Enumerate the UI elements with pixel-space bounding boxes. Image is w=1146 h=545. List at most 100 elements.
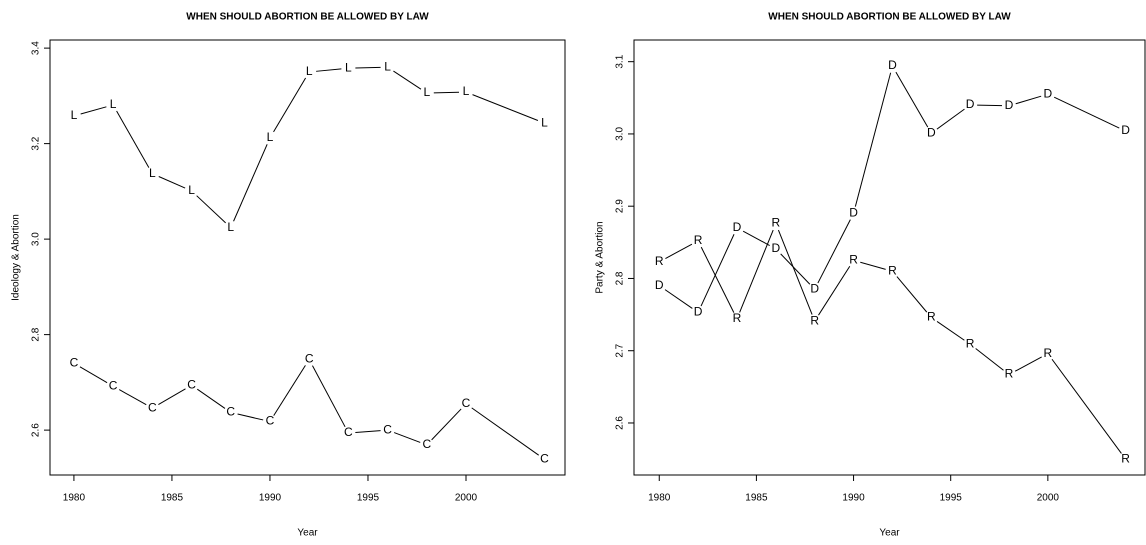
point-marker: L <box>345 60 352 74</box>
x-tick-label: 1995 <box>357 493 380 504</box>
point-marker: C <box>540 451 549 465</box>
y-tick-label: 2.6 <box>615 416 626 430</box>
point-marker: R <box>849 253 858 267</box>
point-marker: R <box>772 216 781 230</box>
x-axis-label: Year <box>879 528 900 539</box>
x-axis-label: Year <box>297 528 318 539</box>
point-marker: L <box>188 183 195 197</box>
line-segment <box>854 72 892 207</box>
y-tick-label: 2.8 <box>31 327 42 341</box>
point-marker: C <box>422 437 431 451</box>
point-marker: R <box>810 313 819 327</box>
y-axis-label: Party & Abortion <box>595 221 606 293</box>
line-segment <box>355 430 381 433</box>
line-segment <box>817 219 851 284</box>
point-marker: R <box>927 310 936 324</box>
y-tick-label: 3.0 <box>615 127 626 141</box>
x-tick-label: 1990 <box>842 493 865 504</box>
line-segment <box>742 230 770 246</box>
point-marker: C <box>226 405 235 419</box>
y-tick-label: 3.1 <box>615 54 626 68</box>
x-tick-label: 1990 <box>259 493 282 504</box>
chart-title: WHEN SHOULD ABORTION BE ALLOWED BY LAW <box>186 12 429 23</box>
point-marker: L <box>306 64 313 78</box>
line-segment <box>1014 356 1042 372</box>
line-segment <box>860 261 886 270</box>
point-marker: L <box>227 220 234 234</box>
y-axis-label: Ideology & Abortion <box>11 214 22 301</box>
point-marker: D <box>772 241 781 255</box>
line-segment <box>975 348 1004 371</box>
line-segment <box>1051 358 1122 454</box>
line-segment <box>818 266 851 316</box>
point-marker: L <box>149 166 156 180</box>
point-marker: D <box>810 281 819 295</box>
y-tick-label: 3.0 <box>31 232 42 246</box>
line-segment <box>196 195 226 224</box>
point-marker: C <box>70 355 79 369</box>
point-marker: L <box>110 97 117 111</box>
line-segment <box>116 110 150 168</box>
point-marker: C <box>462 396 471 410</box>
chart-title: WHEN SHOULD ABORTION BE ALLOWED BY LAW <box>768 12 1011 23</box>
line-segment <box>700 234 735 307</box>
point-marker: C <box>344 425 353 439</box>
line-segment <box>273 365 306 416</box>
line-segment <box>665 243 693 259</box>
point-marker: C <box>266 414 275 428</box>
line-segment <box>197 388 226 409</box>
point-marker: C <box>383 422 392 436</box>
point-marker: R <box>1005 367 1014 381</box>
line-segment <box>118 389 147 406</box>
line-segment <box>936 108 965 130</box>
x-tick-label: 1980 <box>63 493 86 504</box>
line-segment <box>777 229 813 315</box>
line-segment <box>316 68 342 72</box>
point-marker: D <box>849 206 858 220</box>
y-tick-label: 2.7 <box>615 343 626 357</box>
line-segment <box>700 246 735 313</box>
point-marker: C <box>148 400 157 414</box>
x-tick-label: 1985 <box>161 493 184 504</box>
point-marker: R <box>1121 451 1130 465</box>
line-segment <box>355 66 381 69</box>
y-tick-label: 2.6 <box>31 423 42 437</box>
x-tick-label: 2000 <box>1037 493 1060 504</box>
plot-box <box>49 39 566 476</box>
line-segment <box>233 144 268 222</box>
line-segment <box>237 413 264 421</box>
line-segment <box>393 70 422 90</box>
point-marker: R <box>966 336 975 350</box>
line-segment <box>895 71 929 128</box>
point-marker: R <box>1044 346 1053 360</box>
point-marker: L <box>423 85 430 99</box>
y-tick-label: 3.4 <box>31 41 42 55</box>
point-marker: D <box>1044 86 1053 100</box>
x-tick-label: 1995 <box>940 493 963 504</box>
point-marker: L <box>384 59 391 73</box>
line-segment <box>80 106 107 115</box>
line-segment <box>431 408 462 441</box>
point-marker: R <box>694 233 703 247</box>
line-segment <box>664 289 693 309</box>
point-marker: C <box>305 352 314 366</box>
point-marker: R <box>655 254 664 268</box>
point-marker: D <box>966 97 975 111</box>
line-segment <box>936 321 965 341</box>
line-segment <box>896 276 928 313</box>
point-marker: D <box>927 125 936 139</box>
x-tick-label: 2000 <box>455 493 478 504</box>
point-marker: L <box>71 108 78 122</box>
point-marker: C <box>109 378 118 392</box>
line-segment <box>471 407 539 456</box>
point-marker: L <box>267 130 274 144</box>
point-marker: D <box>733 220 742 234</box>
point-marker: D <box>655 278 664 292</box>
point-marker: L <box>463 84 470 98</box>
point-marker: D <box>1121 123 1130 137</box>
y-tick-label: 3.2 <box>31 136 42 150</box>
point-marker: R <box>733 311 742 325</box>
y-tick-label: 2.8 <box>615 271 626 285</box>
line-segment <box>739 229 774 313</box>
